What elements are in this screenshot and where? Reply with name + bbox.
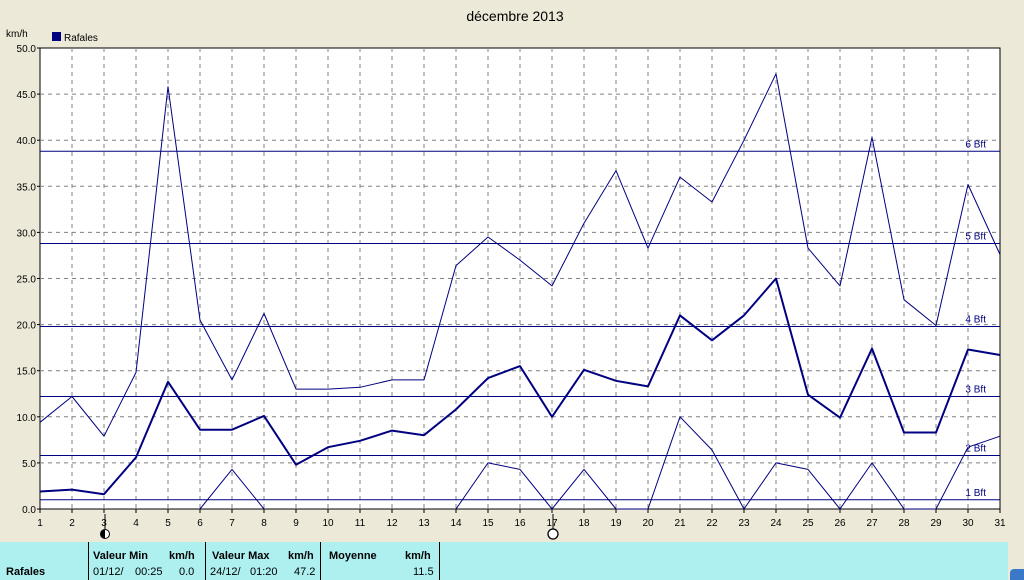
y-tick-label: 35.0 — [17, 182, 37, 193]
moon-markers — [100, 514, 559, 540]
x-tick-label: 28 — [898, 518, 910, 529]
beaufort-label: 5 Bft — [965, 231, 986, 242]
x-tick-label: 8 — [261, 518, 267, 529]
max-cell: Valeur Max km/h 24/12/ 01:20 47.2 — [206, 542, 320, 580]
series-line-min — [199, 468, 265, 510]
max-date: 24/12/ — [210, 566, 241, 578]
min-time: 00:25 — [135, 566, 163, 578]
legend-label: Rafales — [64, 33, 98, 44]
y-tick-label: 45.0 — [17, 90, 37, 101]
y-tick-label: 10.0 — [17, 413, 37, 424]
chart: décembre 2013 km/h Rafales 1 Bft 2 Bft 3 B… — [6, 8, 1006, 540]
x-tick-label: 15 — [482, 518, 494, 529]
x-tick-label: 27 — [866, 518, 878, 529]
x-tick-label: 24 — [770, 518, 782, 529]
x-tick-label: 25 — [802, 518, 814, 529]
beaufort-lines: 1 Bft 2 Bft 3 Bft 4 Bft 5 Bft 6 Bft — [40, 139, 1000, 501]
x-tick-label: 12 — [386, 518, 398, 529]
x-tick-label: 1 — [37, 518, 43, 529]
x-tick-label: 17 — [546, 518, 558, 529]
x-tick-label: 5 — [165, 518, 171, 529]
x-tick-label: 10 — [322, 518, 334, 529]
min-header: Valeur Min — [93, 550, 149, 562]
corner-icon[interactable] — [1010, 569, 1024, 580]
x-tick-label: 11 — [355, 518, 366, 529]
x-tick-label: 22 — [706, 518, 718, 529]
x-tick-label: 2 — [69, 518, 75, 529]
x-tick-label: 14 — [450, 518, 462, 529]
separator — [205, 542, 206, 580]
x-tick-label: 23 — [738, 518, 750, 529]
min-date: 01/12/ — [93, 566, 124, 578]
beaufort-label: 3 Bft — [965, 385, 986, 396]
avg-unit: km/h — [405, 550, 431, 562]
y-tick-label: 15.0 — [17, 367, 37, 378]
series-line-min — [455, 416, 1001, 510]
avg-value: 11.5 — [413, 566, 434, 578]
x-tick-label: 21 — [674, 518, 686, 529]
x-tick-label: 26 — [834, 518, 846, 529]
row-label-cell: Rafales — [0, 542, 88, 580]
x-tick-label: 19 — [610, 518, 622, 529]
y-tick-label: 5.0 — [22, 459, 36, 470]
max-unit: km/h — [288, 550, 314, 562]
max-value: 47.2 — [294, 566, 316, 578]
y-tick-label: 25.0 — [17, 275, 37, 286]
y-tick-label: 20.0 — [17, 321, 37, 332]
min-value: 0.0 — [179, 566, 195, 578]
stats-footer: Rafales Valeur Min km/h 01/12/ 00:25 0.0… — [0, 542, 1024, 580]
y-axis-label: km/h — [6, 29, 28, 40]
avg-header: Moyenne — [329, 550, 377, 562]
grid — [40, 48, 1000, 509]
max-time: 01:20 — [250, 566, 278, 578]
separator — [439, 542, 440, 580]
series-group — [39, 73, 1001, 510]
separator — [88, 542, 89, 580]
x-ticks: 1 2 3 4 5 6 7 8 9 10 11 12 13 14 15 16 17 18 19 20 21 22 23 24 2… — [37, 509, 1006, 529]
row-label: Rafales — [6, 566, 46, 578]
beaufort-label: 4 Bft — [965, 314, 986, 325]
avg-cell: Moyenne km/h 11.5 — [321, 542, 439, 580]
x-tick-label: 13 — [418, 518, 430, 529]
x-tick-label: 29 — [930, 518, 942, 529]
x-tick-label: 3 — [101, 518, 107, 529]
x-tick-label: 9 — [293, 518, 299, 529]
legend-swatch — [52, 32, 61, 41]
new-moon-shade — [100, 529, 105, 539]
x-tick-label: 31 — [994, 518, 1006, 529]
series-line-max — [39, 73, 1001, 437]
min-unit: km/h — [169, 550, 195, 562]
series-line-avg — [39, 277, 1001, 496]
x-tick-label: 7 — [229, 518, 235, 529]
x-tick-label: 6 — [197, 518, 203, 529]
x-tick-label: 16 — [514, 518, 526, 529]
x-tick-label: 30 — [962, 518, 974, 529]
full-moon-icon — [547, 528, 559, 540]
x-tick-label: 18 — [578, 518, 590, 529]
x-tick-label: 4 — [133, 518, 139, 529]
beaufort-label: 2 Bft — [965, 444, 986, 455]
y-tick-label: 50.0 — [17, 44, 37, 55]
max-header: Valeur Max — [212, 550, 270, 562]
y-tick-label: 40.0 — [17, 136, 37, 147]
y-tick-label: 30.0 — [17, 228, 37, 239]
min-cell: Valeur Min km/h 01/12/ 00:25 0.0 — [89, 542, 205, 580]
empty-cell — [440, 542, 1008, 580]
separator — [320, 542, 321, 580]
y-tick-label: 0.0 — [22, 505, 36, 516]
chart-title: décembre 2013 — [466, 8, 564, 24]
beaufort-label: 6 Bft — [965, 139, 986, 150]
y-ticks: 0.0 5.0 10.0 15.0 20.0 25.0 30.0 35.0 40.0 45.0 50… — [17, 44, 40, 516]
beaufort-label: 1 Bft — [965, 488, 986, 499]
x-tick-label: 20 — [642, 518, 654, 529]
